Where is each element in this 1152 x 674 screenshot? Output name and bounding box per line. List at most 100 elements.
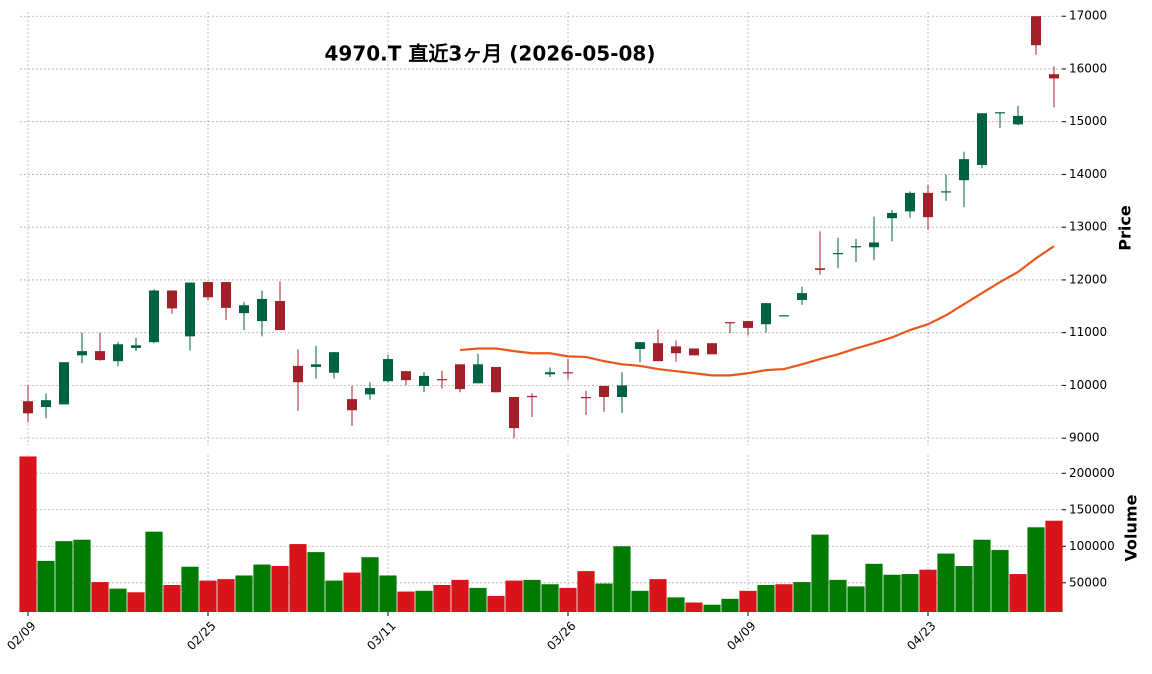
x-tick-label: 03/26 xyxy=(544,619,578,653)
volume-bar xyxy=(253,564,271,612)
volume-bar xyxy=(757,584,775,612)
volume-bar xyxy=(235,575,253,612)
candle-body xyxy=(95,351,105,361)
y-tick-label: 16000 xyxy=(1069,61,1107,75)
y-tick-label: 10000 xyxy=(1069,378,1107,392)
candle-body xyxy=(743,321,753,328)
candle-body xyxy=(725,322,735,324)
candle-body xyxy=(797,293,807,300)
candle-body xyxy=(527,395,537,398)
volume-bar xyxy=(595,583,613,612)
candle-body xyxy=(59,362,69,405)
volume-bar xyxy=(865,563,883,612)
volume-tick-label: 150000 xyxy=(1069,502,1115,516)
candle-body xyxy=(959,159,969,181)
volume-bar xyxy=(55,541,73,612)
candle-body xyxy=(581,397,591,399)
candle-body xyxy=(113,344,123,362)
volume-bar xyxy=(1027,527,1045,612)
candle-body xyxy=(563,372,573,374)
volume-bar xyxy=(721,598,739,612)
volume-bar xyxy=(811,534,829,612)
volume-bar xyxy=(307,552,325,612)
volume-bar xyxy=(361,557,379,612)
volume-bar xyxy=(667,597,685,612)
candle-body xyxy=(23,401,33,414)
candle-body xyxy=(653,343,663,362)
candle-body xyxy=(257,298,267,322)
candle-body xyxy=(473,364,483,384)
volume-bar xyxy=(703,604,721,612)
candle-body xyxy=(491,366,501,393)
candle-body xyxy=(41,400,51,408)
candle-body xyxy=(689,348,699,356)
y-tick-label: 14000 xyxy=(1069,167,1107,181)
candle-body xyxy=(635,342,645,350)
candle-body xyxy=(221,282,231,308)
candle-body xyxy=(869,242,879,248)
volume-bar xyxy=(199,580,217,612)
volume-bar xyxy=(793,582,811,612)
candle-body xyxy=(815,268,825,270)
candle-body xyxy=(293,365,303,383)
candle-body xyxy=(239,305,249,314)
volume-bar xyxy=(217,579,235,612)
volume-bar xyxy=(271,565,289,612)
volume-bar xyxy=(631,590,649,612)
candle-body xyxy=(185,282,195,337)
volume-bar xyxy=(955,565,973,612)
candle-body xyxy=(1013,115,1023,125)
candle-body xyxy=(167,290,177,309)
y-tick-label: 17000 xyxy=(1069,9,1107,23)
volume-bar xyxy=(847,586,865,612)
volume-bar xyxy=(163,584,181,612)
volume-tick-label: 100000 xyxy=(1069,539,1115,553)
volume-bar xyxy=(181,566,199,612)
volume-bar xyxy=(541,584,559,612)
candle-body xyxy=(905,192,915,212)
volume-bar xyxy=(433,584,451,612)
candle-body xyxy=(131,345,141,348)
volume-bar xyxy=(109,588,127,612)
candle-body xyxy=(203,282,213,298)
candle-body xyxy=(617,385,627,398)
volume-bar xyxy=(739,590,757,612)
volume-bar xyxy=(19,456,37,612)
candle-body xyxy=(455,364,465,390)
candle-body xyxy=(1031,16,1041,46)
volume-bar xyxy=(289,544,307,612)
candle-body xyxy=(671,346,681,354)
candle-body xyxy=(347,399,357,411)
candle-body xyxy=(383,359,393,382)
y-tick-label: 13000 xyxy=(1069,220,1107,234)
x-tick-label: 04/23 xyxy=(904,619,938,653)
volume-bar xyxy=(919,569,937,612)
volume-bar xyxy=(559,587,577,612)
volume-bar xyxy=(883,574,901,612)
volume-bar xyxy=(1009,574,1027,612)
volume-bar xyxy=(487,595,505,612)
y-tick-label: 15000 xyxy=(1069,114,1107,128)
candle-body xyxy=(977,113,987,165)
volume-axis-label: Volume xyxy=(1122,494,1141,561)
x-tick-label: 03/11 xyxy=(364,619,398,653)
candle-body xyxy=(707,343,717,355)
volume-bar xyxy=(1045,520,1063,612)
x-tick-label: 02/25 xyxy=(184,619,218,653)
volume-bar xyxy=(343,572,361,612)
candle-body xyxy=(779,315,789,317)
volume-bar xyxy=(775,584,793,612)
volume-bar xyxy=(577,571,595,612)
candle-body xyxy=(851,246,861,248)
candle-body xyxy=(401,371,411,381)
moving-average-line xyxy=(459,245,1055,377)
volume-bar xyxy=(505,580,523,612)
volume-bar xyxy=(37,560,55,612)
candle-body xyxy=(923,192,933,218)
volume-tick-label: 200000 xyxy=(1069,466,1115,480)
y-tick-label: 12000 xyxy=(1069,272,1107,286)
x-tick-label: 02/09 xyxy=(4,619,38,653)
candle-body xyxy=(599,385,609,398)
candle-body xyxy=(275,301,285,331)
